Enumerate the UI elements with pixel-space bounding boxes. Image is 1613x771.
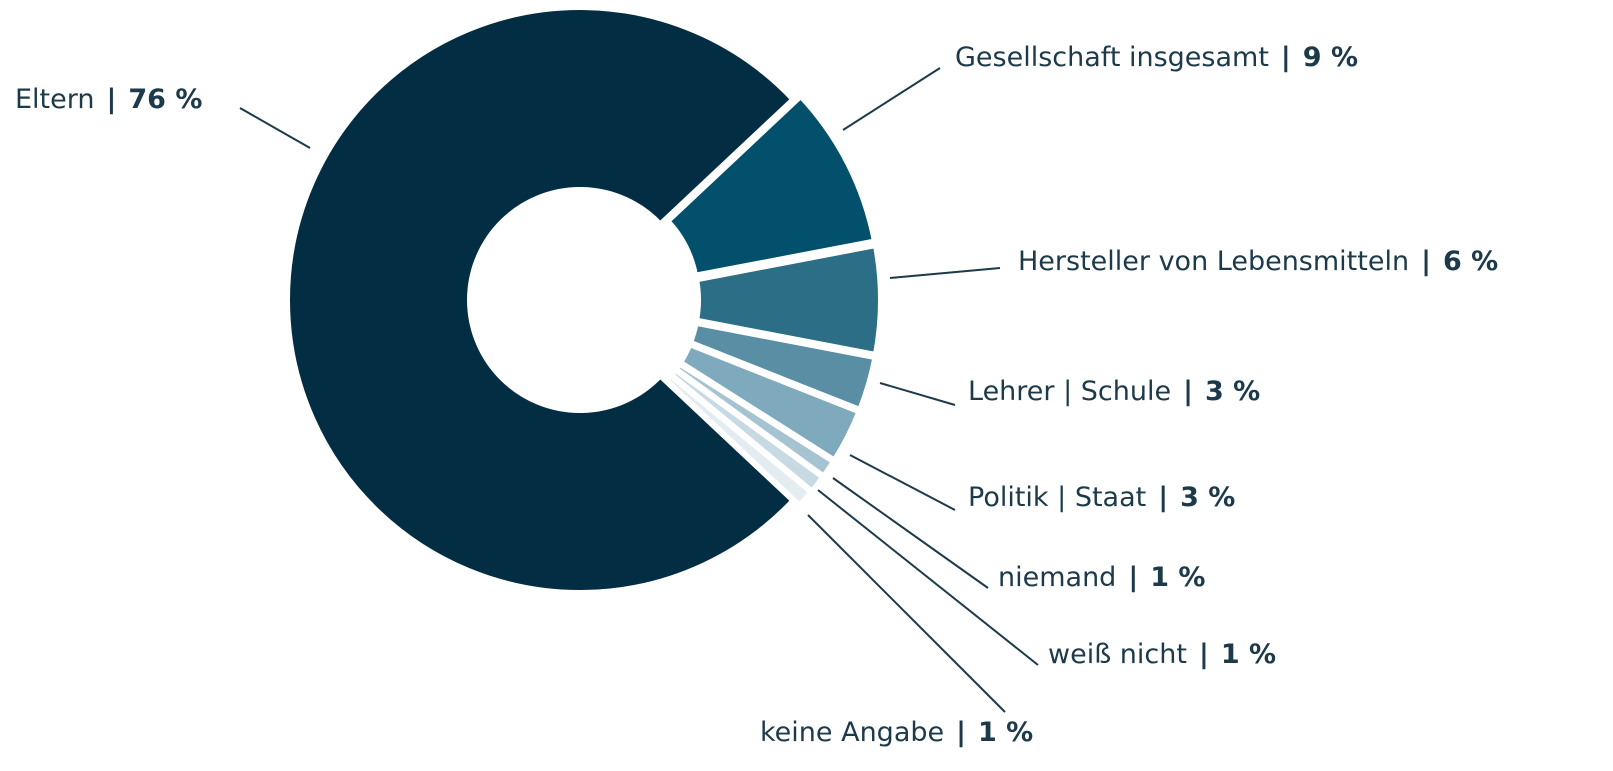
value-label: 3 % — [1180, 482, 1235, 513]
label-separator: | — [1421, 246, 1431, 277]
category-name: Politik | Staat — [968, 482, 1146, 513]
label-separator: | — [1158, 482, 1168, 513]
value-label: 6 % — [1443, 246, 1498, 277]
leader-line — [807, 514, 1006, 713]
label-separator: | — [1281, 42, 1291, 73]
category-name: Lehrer | Schule — [968, 376, 1171, 407]
slice — [284, 4, 797, 596]
category-name: Gesellschaft insgesamt — [955, 42, 1269, 73]
slice — [664, 92, 878, 279]
value-label: 3 % — [1205, 376, 1260, 407]
slice-label: niemand | 1 % — [998, 562, 1205, 593]
value-label: 9 % — [1303, 42, 1358, 73]
value-label: 1 % — [978, 717, 1033, 748]
slice — [663, 372, 815, 509]
category-name: niemand — [998, 562, 1116, 593]
category-name: Eltern — [15, 84, 95, 115]
category-name: Hersteller von Lebensmitteln — [1018, 246, 1409, 277]
slice-label: Politik | Staat | 3 % — [968, 482, 1235, 513]
value-label: 1 % — [1221, 639, 1276, 670]
value-label: 76 % — [128, 84, 202, 115]
category-name: keine Angabe — [760, 717, 944, 748]
slice-label: weiß nicht | 1 % — [1048, 639, 1276, 670]
slice-label: Hersteller von Lebensmitteln | 6 % — [1018, 246, 1498, 277]
leader-line — [842, 67, 941, 131]
label-separator: | — [956, 717, 966, 748]
leader-line — [849, 454, 956, 511]
label-separator: | — [1128, 562, 1138, 593]
label-separator: | — [107, 84, 117, 115]
leader-line — [817, 489, 1039, 666]
label-separator: | — [1199, 639, 1209, 670]
value-label: 1 % — [1150, 562, 1205, 593]
slice-label: Lehrer | Schule | 3 % — [968, 376, 1260, 407]
leader-line — [239, 107, 311, 149]
slice-label: Eltern | 76 % — [15, 84, 202, 115]
slice-label: Gesellschaft insgesamt | 9 % — [955, 42, 1358, 73]
leader-line — [832, 477, 989, 589]
leader-line — [879, 382, 956, 406]
label-separator: | — [1183, 376, 1193, 407]
category-name: weiß nicht — [1048, 639, 1187, 670]
leader-line — [889, 267, 1001, 279]
slice-label: keine Angabe | 1 % — [760, 717, 1033, 748]
